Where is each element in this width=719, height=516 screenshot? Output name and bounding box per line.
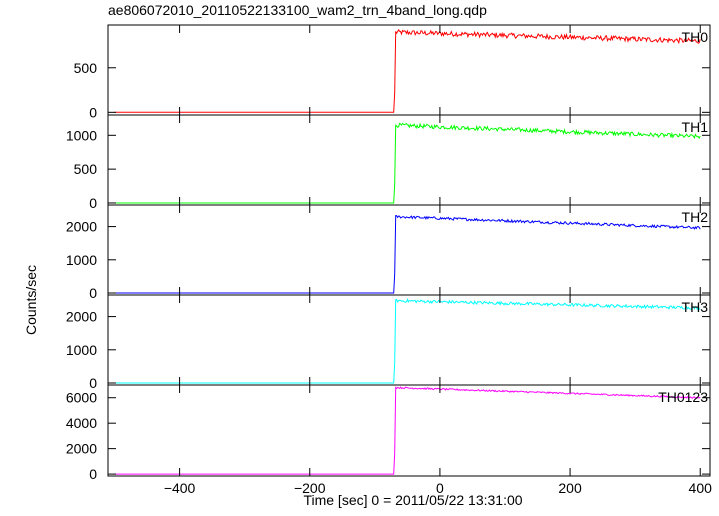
y-tick-label: 0 [89,104,97,120]
series-line-th1 [114,122,701,204]
panel-frame-th0123 [107,384,711,477]
x-tick-label: 400 [689,480,713,496]
panel-label-th0: TH0 [682,29,709,45]
x-axis-label: Time [sec] 0 = 2011/05/22 13:31:00 [303,492,523,508]
x-tick-label: 200 [558,480,582,496]
y-tick-label: 500 [74,161,98,177]
y-tick-label: 2000 [66,441,97,457]
y-tick-label: 500 [74,60,98,76]
panel-frame-th1 [107,114,711,206]
y-tick-label: 1000 [66,252,97,268]
x-tick-label: −400 [164,480,196,496]
y-tick-label: 4000 [66,415,97,431]
y-tick-label: 0 [89,285,97,301]
y-tick-label: 0 [89,466,97,482]
x-tick-label: 0 [436,480,444,496]
y-tick-label: 0 [89,195,97,211]
panel-label-th3: TH3 [682,299,709,315]
y-tick-label: 1000 [66,127,97,143]
panel-frame-th3 [107,294,711,386]
x-tick-label: −200 [294,480,326,496]
series-line-th3 [114,298,701,384]
y-tick-label: 1000 [66,342,97,358]
series-line-th0 [114,28,701,113]
panel-label-th0123: TH0123 [658,389,708,405]
y-tick-label: 2000 [66,219,97,235]
series-line-th0123 [114,386,701,475]
series-line-th2 [114,215,701,294]
panel-frame-th2 [107,204,711,296]
y-tick-label: 6000 [66,390,97,406]
page-title: ae806072010_20110522133100_wam2_trn_4ban… [108,2,487,18]
y-tick-label: 2000 [66,309,97,325]
panel-label-th2: TH2 [682,209,709,225]
y-tick-label: 0 [89,375,97,391]
panel-label-th1: TH1 [682,119,709,135]
